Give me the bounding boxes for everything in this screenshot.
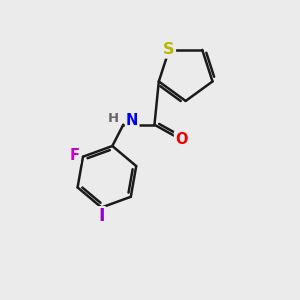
Text: N: N <box>126 113 138 128</box>
Text: O: O <box>175 132 188 147</box>
Text: I: I <box>98 207 105 225</box>
Text: F: F <box>70 148 80 163</box>
Text: S: S <box>163 42 175 57</box>
Text: H: H <box>108 112 119 125</box>
